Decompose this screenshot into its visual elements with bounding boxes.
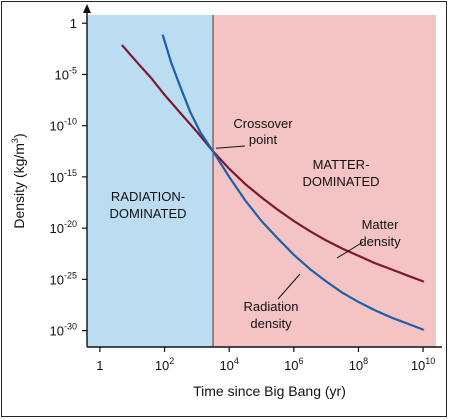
y-tick-label: 10-15 (50, 168, 77, 185)
y-tick-label: 10-10 (50, 117, 77, 134)
y-tick-label: 10-30 (50, 322, 77, 339)
region-radiation-dominated (87, 15, 213, 347)
y-axis-title: Density (kg/m3) (10, 133, 27, 228)
y-tick-label: 1 (70, 16, 77, 31)
y-axis-arrow (83, 4, 91, 13)
x-tick-label: 108 (349, 356, 368, 373)
x-tick-label: 1 (96, 358, 103, 373)
y-tick-label: 10-20 (50, 219, 77, 236)
x-tick-label: 106 (284, 356, 303, 373)
y-tick-label: 10-25 (50, 270, 77, 287)
x-tick-label: 104 (219, 356, 238, 373)
x-axis-title: Time since Big Bang (yr) (193, 383, 346, 399)
x-tick-label: 102 (155, 356, 174, 373)
y-tick-label: 10-5 (55, 65, 77, 82)
x-tick-label: 1010 (411, 356, 435, 373)
